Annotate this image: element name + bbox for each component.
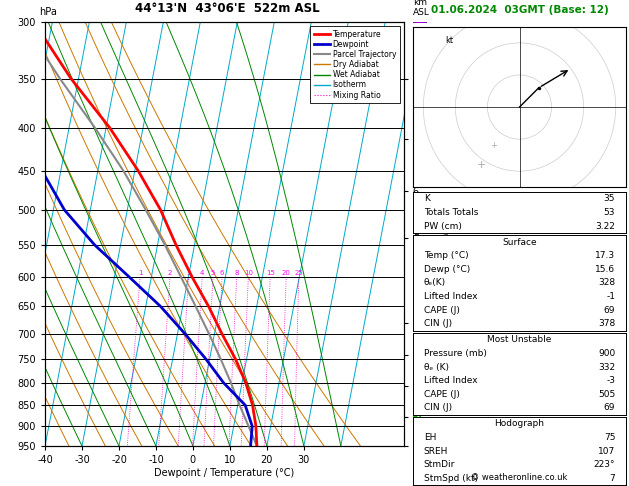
Text: 2: 2 [168, 270, 172, 276]
Text: 69: 69 [604, 403, 615, 413]
Text: +: + [476, 160, 486, 170]
Text: 6: 6 [220, 270, 225, 276]
Text: 10: 10 [244, 270, 253, 276]
Text: Totals Totals: Totals Totals [424, 208, 478, 217]
Text: 4: 4 [200, 270, 204, 276]
Text: 223°: 223° [594, 460, 615, 469]
Text: 8: 8 [235, 270, 239, 276]
Text: Lifted Index: Lifted Index [424, 292, 477, 301]
Text: 01.06.2024  03GMT (Base: 12): 01.06.2024 03GMT (Base: 12) [431, 5, 608, 15]
Text: 505: 505 [598, 390, 615, 399]
X-axis label: Dewpoint / Temperature (°C): Dewpoint / Temperature (°C) [154, 468, 294, 478]
Text: θₑ (K): θₑ (K) [424, 363, 448, 372]
Text: CAPE (J): CAPE (J) [424, 306, 460, 315]
Text: SREH: SREH [424, 447, 448, 456]
Text: StmDir: StmDir [424, 460, 455, 469]
Text: 15.6: 15.6 [595, 265, 615, 274]
Text: Pressure (mb): Pressure (mb) [424, 349, 487, 358]
Text: 75: 75 [604, 433, 615, 442]
Text: 35: 35 [604, 194, 615, 204]
Text: StmSpd (kt): StmSpd (kt) [424, 474, 478, 483]
Text: 5: 5 [211, 270, 215, 276]
Legend: Temperature, Dewpoint, Parcel Trajectory, Dry Adiabat, Wet Adiabat, Isotherm, Mi: Temperature, Dewpoint, Parcel Trajectory… [311, 26, 400, 104]
Text: 332: 332 [598, 363, 615, 372]
Text: km
ASL: km ASL [413, 0, 430, 17]
Text: hPa: hPa [39, 7, 57, 17]
Text: 1: 1 [138, 270, 142, 276]
Text: 3.22: 3.22 [595, 222, 615, 231]
Text: 69: 69 [604, 306, 615, 315]
Text: 328: 328 [598, 278, 615, 288]
Text: 44°13'N  43°06'E  522m ASL: 44°13'N 43°06'E 522m ASL [135, 2, 320, 15]
Text: Dewp (°C): Dewp (°C) [424, 265, 470, 274]
Text: 107: 107 [598, 447, 615, 456]
Text: 3: 3 [186, 270, 191, 276]
Text: LCL: LCL [468, 437, 484, 447]
Text: 378: 378 [598, 319, 615, 329]
Text: 20: 20 [282, 270, 291, 276]
Text: 15: 15 [265, 270, 275, 276]
Text: K: K [424, 194, 430, 204]
Text: θₑ(K): θₑ(K) [424, 278, 446, 288]
Text: Most Unstable: Most Unstable [487, 335, 552, 345]
Text: Hodograph: Hodograph [494, 419, 545, 429]
Text: Surface: Surface [502, 238, 537, 247]
Text: EH: EH [424, 433, 436, 442]
Text: -3: -3 [606, 376, 615, 385]
Text: CIN (J): CIN (J) [424, 403, 452, 413]
Text: 53: 53 [604, 208, 615, 217]
Text: Mixing Ratio (g/kg): Mixing Ratio (g/kg) [442, 194, 451, 274]
Text: 25: 25 [294, 270, 303, 276]
Text: +: + [491, 141, 498, 150]
Text: PW (cm): PW (cm) [424, 222, 462, 231]
Text: CIN (J): CIN (J) [424, 319, 452, 329]
Text: 17.3: 17.3 [595, 251, 615, 260]
Text: CAPE (J): CAPE (J) [424, 390, 460, 399]
Text: 900: 900 [598, 349, 615, 358]
Text: -1: -1 [606, 292, 615, 301]
Text: kt: kt [446, 36, 454, 46]
Text: © weatheronline.co.uk: © weatheronline.co.uk [471, 473, 568, 482]
Text: Temp (°C): Temp (°C) [424, 251, 469, 260]
Text: 7: 7 [610, 474, 615, 483]
Text: Lifted Index: Lifted Index [424, 376, 477, 385]
